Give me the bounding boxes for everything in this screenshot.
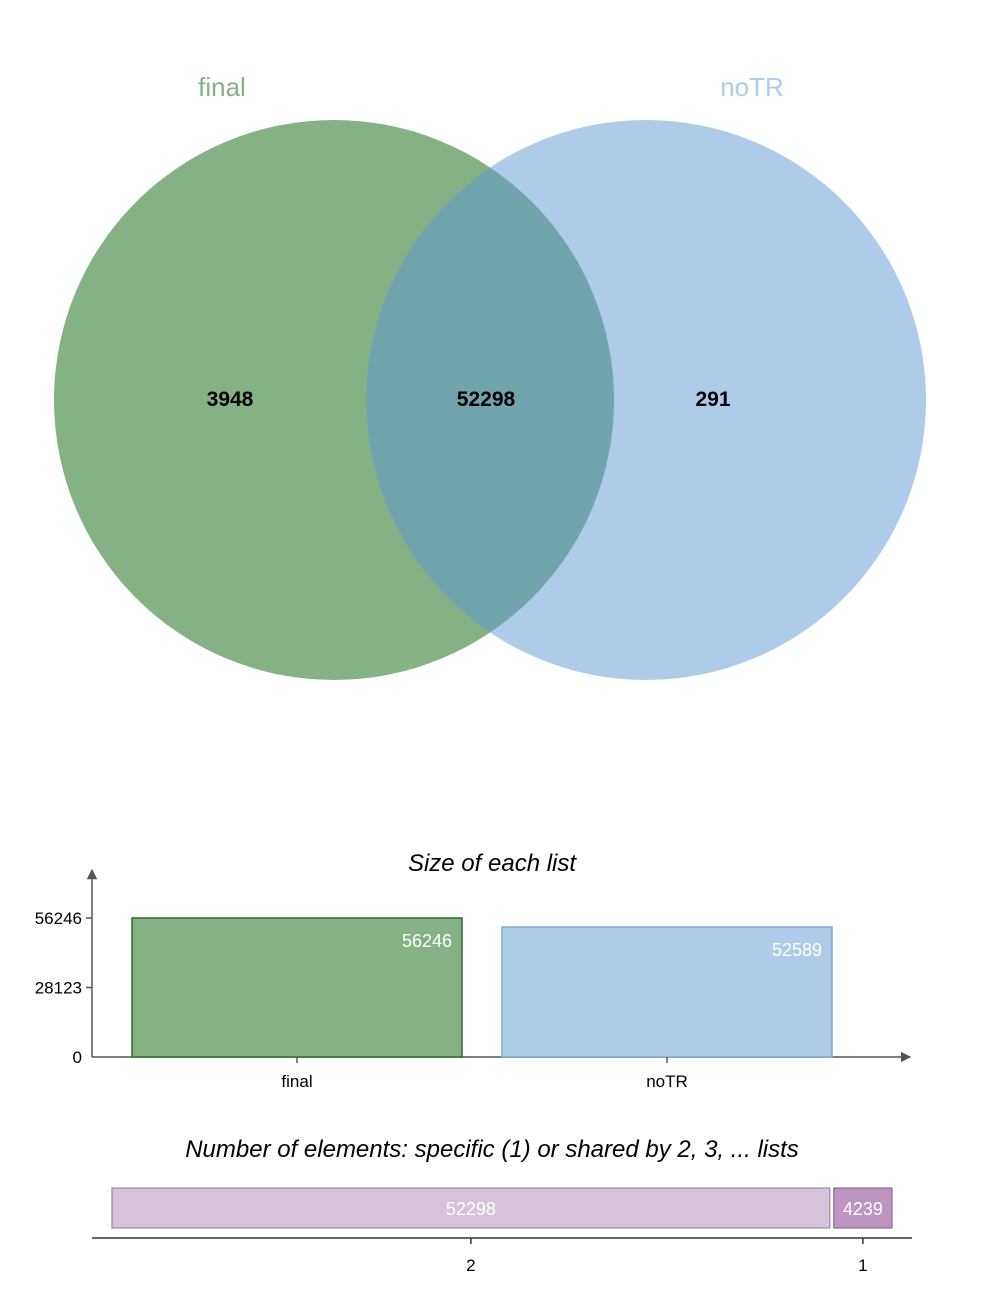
shared-tick-label: 2 <box>466 1256 475 1275</box>
size-bars: 56246 final 52589 noTR <box>131 917 833 1091</box>
venn-diagram: final noTR 3948 52298 291 <box>54 72 926 680</box>
venn-label-noTR: noTR <box>720 72 784 102</box>
shared-bar-chart: Number of elements: specific (1) or shar… <box>92 1136 912 1275</box>
shared-bar-2 <box>111 1187 831 1229</box>
size-bar-value: 52589 <box>772 940 822 960</box>
size-chart-title: Size of each list <box>408 850 577 877</box>
x-tick-label: final <box>281 1072 312 1091</box>
size-bar-value: 56246 <box>402 931 452 951</box>
shared-bar-1 <box>833 1187 893 1229</box>
size-bar-noTR <box>501 926 833 1058</box>
venn-count-noTR-only: 291 <box>695 388 730 411</box>
x-tick-label: noTR <box>646 1072 688 1091</box>
venn-count-final-only: 3948 <box>207 388 254 411</box>
venn-overlap-region <box>365 167 614 633</box>
y-tick-label: 56246 <box>35 909 82 928</box>
venn-label-final: final <box>198 72 246 102</box>
y-tick-label: 0 <box>73 1048 82 1067</box>
y-ticks: 0 28123 56246 <box>35 909 92 1067</box>
shared-chart-title: Number of elements: specific (1) or shar… <box>185 1136 799 1163</box>
y-tick-label: 28123 <box>35 979 82 998</box>
shared-bar-value: 52298 <box>446 1199 496 1219</box>
size-bar-chart: Size of each list 0 28123 56246 56246 final… <box>35 850 912 1091</box>
venn-count-intersection: 52298 <box>457 388 516 411</box>
size-bar-final <box>131 917 463 1058</box>
shared-bar-value: 4239 <box>843 1199 883 1219</box>
shared-bars: 52298 2 4239 1 <box>111 1187 893 1275</box>
shared-tick-label: 1 <box>858 1256 867 1275</box>
